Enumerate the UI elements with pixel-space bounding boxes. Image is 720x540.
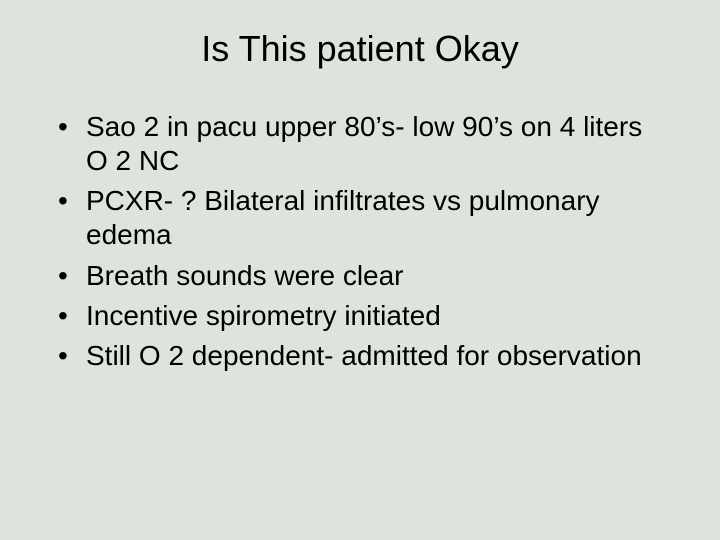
slide-content: Sao 2 in pacu upper 80’s- low 90’s on 4 … (0, 110, 720, 373)
slide-title: Is This patient Okay (0, 28, 720, 70)
list-item: PCXR- ? Bilateral infiltrates vs pulmona… (58, 184, 660, 252)
bullet-list: Sao 2 in pacu upper 80’s- low 90’s on 4 … (58, 110, 660, 373)
list-item: Still O 2 dependent- admitted for observ… (58, 339, 660, 373)
slide: Is This patient Okay Sao 2 in pacu upper… (0, 0, 720, 540)
list-item: Breath sounds were clear (58, 259, 660, 293)
list-item: Sao 2 in pacu upper 80’s- low 90’s on 4 … (58, 110, 660, 178)
list-item: Incentive spirometry initiated (58, 299, 660, 333)
